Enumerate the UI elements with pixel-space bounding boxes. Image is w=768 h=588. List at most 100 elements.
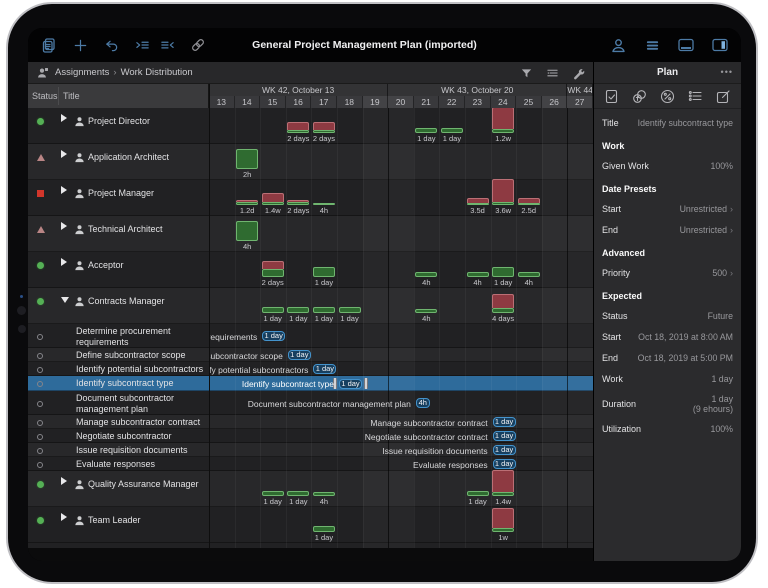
edit-icon[interactable] [714, 87, 732, 105]
gantt-bar-effort[interactable] [287, 307, 309, 313]
gantt-bar-overload[interactable] [492, 108, 514, 129]
tools-icon[interactable] [571, 66, 585, 80]
gantt-bar-overload[interactable] [492, 179, 514, 202]
task-duration-pill[interactable]: 1 day [313, 364, 336, 374]
gantt-bar-effort[interactable] [313, 307, 335, 313]
task-duration-pill[interactable]: 1 day [493, 431, 516, 441]
table-row[interactable]: Contracts Manager [28, 288, 209, 324]
task-duration-pill[interactable]: 1 day [339, 379, 362, 389]
inspector-field[interactable]: Priority500› [602, 262, 733, 283]
gantt-bar-effort[interactable] [467, 203, 489, 205]
gantt-bar-effort[interactable] [313, 130, 335, 133]
collapse-disclosure[interactable] [61, 297, 69, 303]
gantt-bar-effort[interactable] [236, 149, 258, 169]
gantt-bar-effort[interactable] [415, 309, 437, 313]
gantt-bar-effort[interactable] [262, 491, 284, 496]
inspector-field[interactable]: Given Work100% [602, 155, 733, 176]
table-row[interactable]: Identify potential subcontractors [28, 362, 209, 376]
gantt-bar-effort[interactable] [492, 129, 514, 133]
gantt-bar-overload[interactable] [492, 294, 514, 308]
gantt-bar-effort[interactable] [313, 267, 335, 277]
gantt-bar-overload[interactable] [287, 200, 309, 202]
gantt-bar-overload[interactable] [492, 508, 514, 528]
cost-icon[interactable] [631, 87, 649, 105]
gantt-bar-overload[interactable] [262, 193, 284, 202]
gantt-bar-overload[interactable] [518, 198, 540, 203]
gantt-bar-effort[interactable] [492, 492, 514, 496]
gantt-bar-effort[interactable] [236, 202, 258, 205]
expand-disclosure[interactable] [61, 513, 67, 521]
table-row[interactable]: Evaluate responses [28, 457, 209, 471]
gantt-bar-effort[interactable] [287, 202, 309, 205]
gantt-bar-effort[interactable] [262, 202, 284, 205]
more-options-icon[interactable]: ••• [721, 62, 733, 83]
breadcrumb-work-distribution[interactable]: Work Distribution [121, 67, 193, 78]
gantt-bar-effort[interactable] [313, 492, 335, 496]
table-row[interactable]: Manage subcontractor contract [28, 415, 209, 429]
expand-disclosure[interactable] [61, 477, 67, 485]
gantt-bar-overload[interactable] [467, 198, 489, 203]
table-row[interactable]: Technical Architect [28, 216, 209, 252]
gantt-bar-effort[interactable] [492, 528, 514, 532]
expand-disclosure[interactable] [61, 222, 67, 230]
gantt-bar-effort[interactable] [415, 128, 437, 133]
gantt-bar-overload[interactable] [492, 470, 514, 492]
table-row[interactable]: Determine procurement requirements [28, 324, 209, 348]
bottom-panel-icon[interactable] [677, 36, 695, 54]
inspector-field[interactable]: EndUnrestricted› [602, 219, 733, 240]
expand-disclosure[interactable] [61, 258, 67, 266]
gantt-bar-effort[interactable] [313, 203, 335, 205]
task-duration-pill[interactable]: 1 day [493, 459, 516, 469]
contact-icon[interactable] [609, 36, 627, 54]
task-duration-pill[interactable]: 1 day [288, 350, 311, 360]
gantt-bar-effort[interactable] [518, 272, 540, 277]
task-info-icon[interactable] [603, 87, 621, 105]
task-duration-pill[interactable]: 1 day [493, 445, 516, 455]
gantt-bar-effort[interactable] [441, 128, 463, 133]
gantt-bar-effort[interactable] [467, 272, 489, 277]
table-row[interactable]: Quality Assurance Manager [28, 471, 209, 507]
gantt-bar-effort[interactable] [262, 269, 284, 277]
gantt-bar-effort[interactable] [467, 491, 489, 496]
table-row[interactable]: Project Director [28, 108, 209, 144]
gantt-bar-effort[interactable] [313, 526, 335, 532]
gantt-bar-overload[interactable] [236, 200, 258, 202]
view-options-icon[interactable] [545, 66, 559, 80]
table-row[interactable]: Define subcontractor scope [28, 348, 209, 362]
gantt-bar-effort[interactable] [492, 202, 514, 205]
breadcrumb-assignments[interactable]: Assignments [55, 67, 109, 78]
gantt-bar-effort[interactable] [287, 130, 309, 133]
gantt-bar-effort[interactable] [415, 272, 437, 277]
task-duration-pill[interactable]: 1 day [262, 331, 285, 341]
table-row[interactable]: Identify subcontract type [28, 376, 209, 391]
gantt-bar-effort[interactable] [492, 308, 514, 313]
gantt-bar-effort[interactable] [518, 203, 540, 205]
gantt-bar-effort[interactable] [492, 267, 514, 277]
gantt-bar-overload[interactable] [287, 122, 309, 130]
table-row[interactable]: Application Architect [28, 144, 209, 180]
gantt-bar-effort[interactable] [236, 221, 258, 241]
table-row[interactable]: Negotiate subcontractor contract [28, 429, 209, 443]
right-panel-icon[interactable] [711, 36, 729, 54]
inspector-field[interactable]: TitleIdentify subcontract type [602, 112, 733, 133]
gantt-bar-effort[interactable] [262, 307, 284, 313]
expand-disclosure[interactable] [61, 114, 67, 122]
outline-icon[interactable] [686, 87, 704, 105]
pill-resize-handle-right[interactable] [364, 378, 368, 389]
document-copy-icon[interactable] [40, 36, 58, 54]
percent-icon[interactable] [658, 87, 676, 105]
expand-disclosure[interactable] [61, 186, 67, 194]
menu-icon[interactable] [643, 36, 661, 54]
expand-disclosure[interactable] [61, 150, 67, 158]
gantt-bar-effort[interactable] [287, 491, 309, 496]
table-row[interactable]: Team Leader [28, 507, 209, 543]
task-duration-pill[interactable]: 4h [416, 398, 430, 408]
table-row[interactable]: Document subcontractor management plan [28, 391, 209, 415]
add-icon[interactable] [71, 36, 89, 54]
table-row[interactable]: Issue requisition documents [28, 443, 209, 457]
table-row[interactable]: Acceptor [28, 252, 209, 288]
gantt-bar-effort[interactable] [339, 307, 361, 313]
gantt-bar-overload[interactable] [313, 122, 335, 130]
inspector-field[interactable]: StartUnrestricted› [602, 198, 733, 219]
gantt-bar-overload[interactable] [262, 261, 284, 269]
